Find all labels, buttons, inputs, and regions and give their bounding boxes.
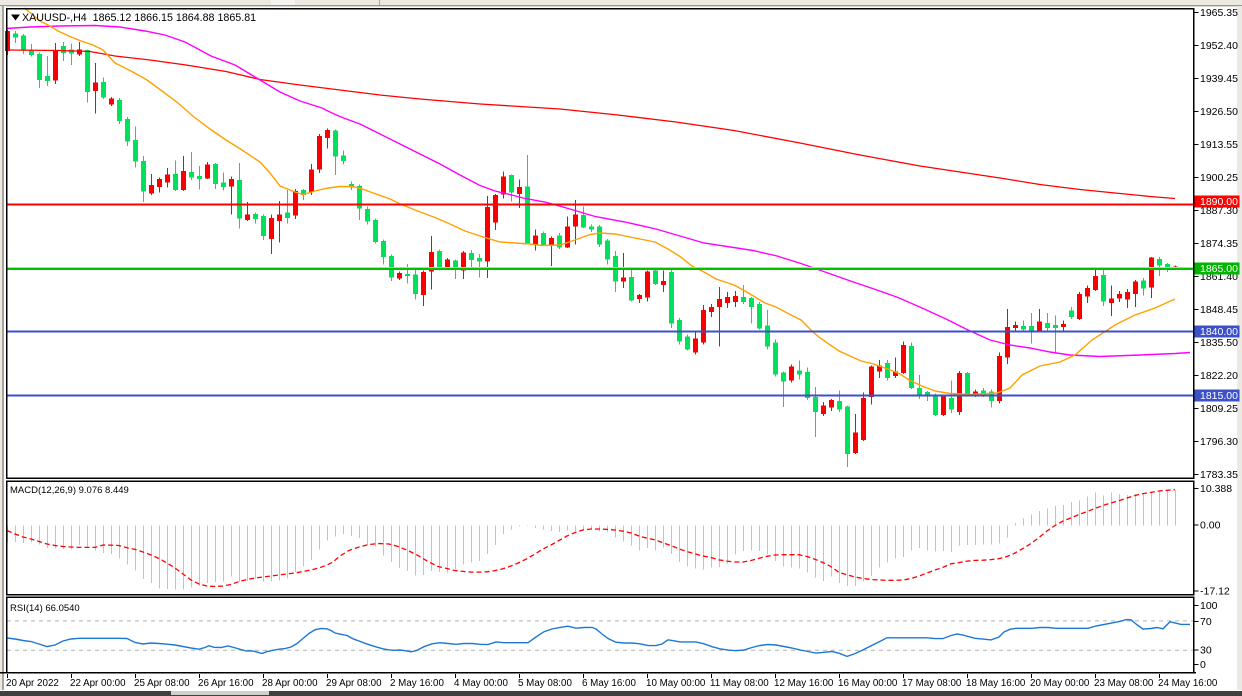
svg-text:29 Apr 08:00: 29 Apr 08:00	[326, 678, 382, 689]
svg-text:1887.30: 1887.30	[1200, 205, 1238, 217]
svg-text:23 May 08:00: 23 May 08:00	[1094, 678, 1154, 689]
svg-text:2 May 16:00: 2 May 16:00	[390, 678, 444, 689]
svg-text:30: 30	[1200, 645, 1212, 657]
svg-text:10 May 00:00: 10 May 00:00	[646, 678, 706, 689]
svg-text:4 May 00:00: 4 May 00:00	[454, 678, 508, 689]
svg-text:10.388: 10.388	[1200, 483, 1232, 495]
svg-text:1926.50: 1926.50	[1200, 106, 1238, 118]
svg-text:100: 100	[1200, 600, 1218, 612]
svg-text:20 May 00:00: 20 May 00:00	[1030, 678, 1090, 689]
svg-text:24 May 16:00: 24 May 16:00	[1158, 678, 1218, 689]
svg-text:XAUUSD-,H4 1865.12 1866.15 18: XAUUSD-,H4 1865.12 1866.15 1864.88 1865.…	[22, 12, 256, 24]
svg-text:1840.00: 1840.00	[1200, 326, 1238, 338]
svg-text:1952.40: 1952.40	[1200, 40, 1238, 52]
svg-text:MACD(12,26,9) 9.076 8.449: MACD(12,26,9) 9.076 8.449	[10, 485, 129, 496]
svg-text:1939.45: 1939.45	[1200, 73, 1238, 85]
svg-text:26 Apr 16:00: 26 Apr 16:00	[198, 678, 254, 689]
svg-text:12 May 16:00: 12 May 16:00	[774, 678, 834, 689]
svg-text:6 May 16:00: 6 May 16:00	[582, 678, 636, 689]
svg-text:1865.00: 1865.00	[1200, 263, 1238, 275]
svg-text:-17.12: -17.12	[1200, 586, 1230, 598]
svg-text:20 Apr 2022: 20 Apr 2022	[6, 678, 59, 689]
svg-text:0.00: 0.00	[1200, 520, 1221, 532]
svg-text:1848.45: 1848.45	[1200, 304, 1238, 316]
svg-text:22 Apr 00:00: 22 Apr 00:00	[70, 678, 126, 689]
svg-text:1874.35: 1874.35	[1200, 238, 1238, 250]
svg-text:28 Apr 00:00: 28 Apr 00:00	[262, 678, 318, 689]
svg-text:25 Apr 08:00: 25 Apr 08:00	[134, 678, 190, 689]
svg-text:17 May 08:00: 17 May 08:00	[902, 678, 962, 689]
svg-text:1822.20: 1822.20	[1200, 370, 1238, 382]
svg-text:0: 0	[1200, 659, 1206, 671]
svg-text:1783.35: 1783.35	[1200, 469, 1238, 481]
svg-text:1809.25: 1809.25	[1200, 403, 1238, 415]
svg-text:70: 70	[1200, 616, 1212, 628]
svg-text:1890.00: 1890.00	[1200, 196, 1238, 208]
svg-text:1965.35: 1965.35	[1200, 7, 1238, 19]
svg-text:5 May 08:00: 5 May 08:00	[518, 678, 572, 689]
svg-text:1796.30: 1796.30	[1200, 436, 1238, 448]
svg-text:1900.25: 1900.25	[1200, 172, 1238, 184]
svg-text:16 May 00:00: 16 May 00:00	[838, 678, 898, 689]
svg-text:RSI(14) 66.0540: RSI(14) 66.0540	[10, 603, 80, 614]
svg-text:1913.55: 1913.55	[1200, 139, 1238, 151]
svg-text:1835.50: 1835.50	[1200, 337, 1238, 349]
svg-text:18 May 16:00: 18 May 16:00	[966, 678, 1026, 689]
svg-text:11 May 08:00: 11 May 08:00	[710, 678, 769, 689]
svg-text:1815.00: 1815.00	[1200, 390, 1238, 402]
